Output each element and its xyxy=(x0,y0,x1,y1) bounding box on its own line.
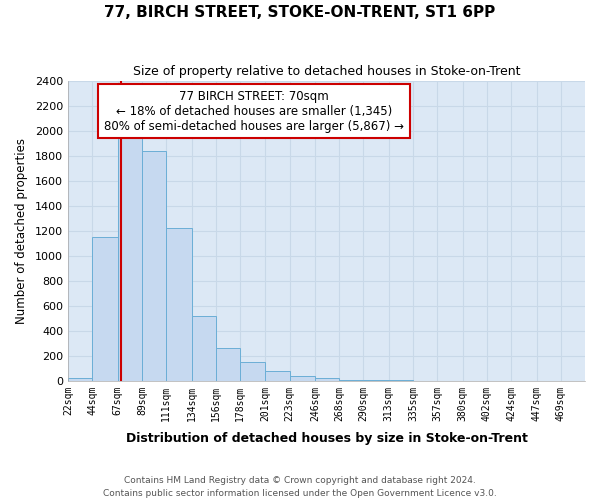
Bar xyxy=(166,228,191,381)
Bar xyxy=(290,376,315,381)
Bar xyxy=(142,150,166,381)
Bar xyxy=(240,362,265,381)
Bar xyxy=(118,137,142,381)
Title: Size of property relative to detached houses in Stoke-on-Trent: Size of property relative to detached ho… xyxy=(133,65,520,78)
Bar xyxy=(216,348,240,381)
X-axis label: Distribution of detached houses by size in Stoke-on-Trent: Distribution of detached houses by size … xyxy=(125,432,527,445)
Bar xyxy=(68,378,92,381)
Text: Contains HM Land Registry data © Crown copyright and database right 2024.
Contai: Contains HM Land Registry data © Crown c… xyxy=(103,476,497,498)
Bar xyxy=(92,237,118,381)
Bar xyxy=(265,372,290,381)
Bar xyxy=(191,316,216,381)
Bar xyxy=(339,380,364,381)
Bar xyxy=(315,378,339,381)
Y-axis label: Number of detached properties: Number of detached properties xyxy=(15,138,28,324)
Text: 77, BIRCH STREET, STOKE-ON-TRENT, ST1 6PP: 77, BIRCH STREET, STOKE-ON-TRENT, ST1 6P… xyxy=(104,5,496,20)
Text: 77 BIRCH STREET: 70sqm
← 18% of detached houses are smaller (1,345)
80% of semi-: 77 BIRCH STREET: 70sqm ← 18% of detached… xyxy=(104,90,404,132)
Bar xyxy=(364,380,389,381)
